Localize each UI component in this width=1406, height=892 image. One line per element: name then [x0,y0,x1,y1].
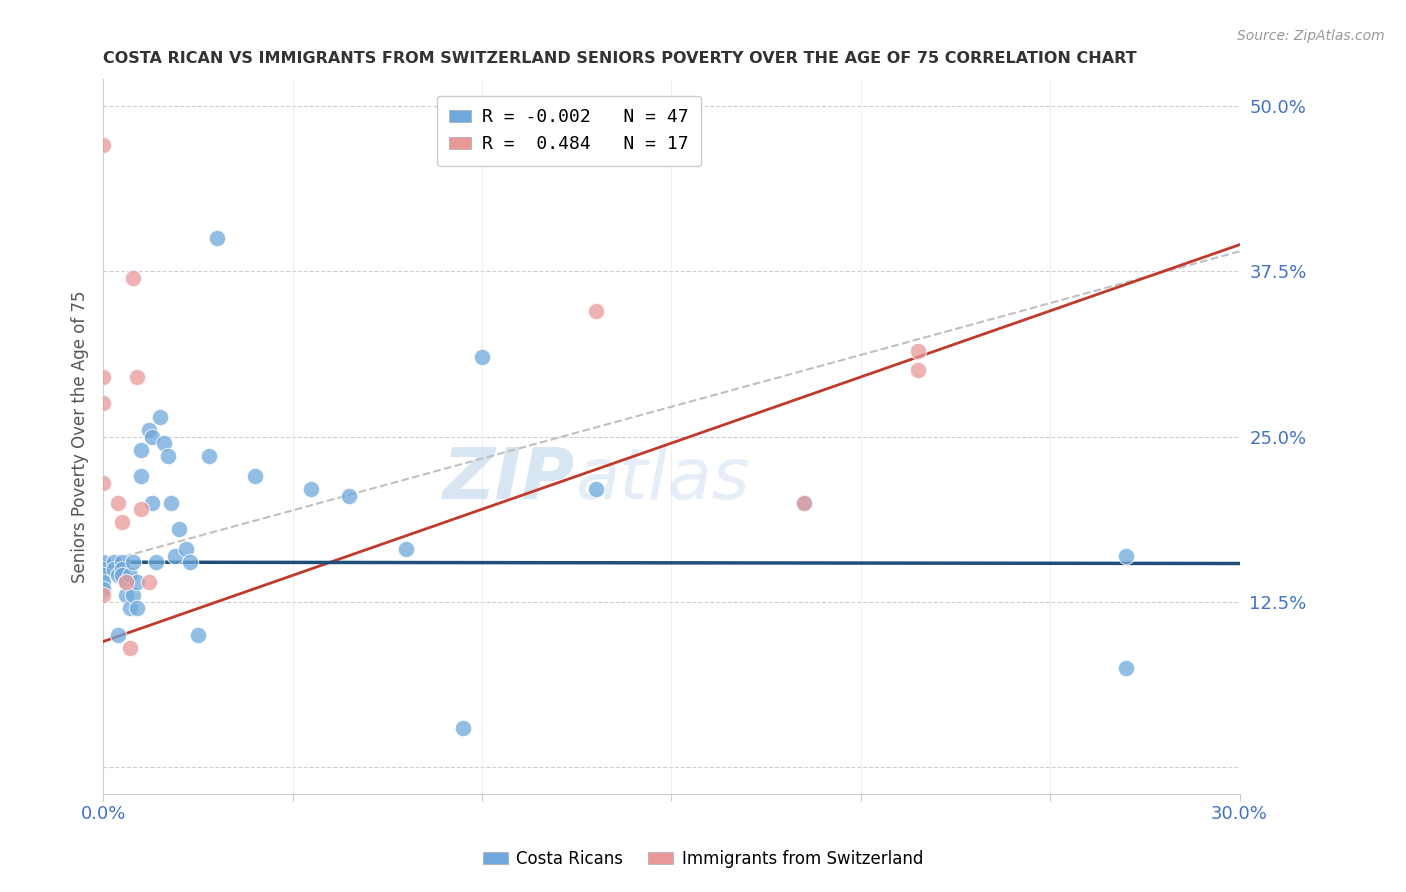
Point [111,562,134,576]
Point [91,562,114,576]
Point [187,628,209,642]
Point [1115,549,1137,563]
Point [111,555,134,569]
Point [91,138,114,153]
Point [451,721,474,735]
Point [145,555,167,569]
Point [149,409,172,424]
Point [118,641,141,656]
Point [122,270,145,285]
Point [129,442,152,457]
Point [585,303,607,318]
Text: Source: ZipAtlas.com: Source: ZipAtlas.com [1237,29,1385,43]
Text: COSTA RICAN VS IMMIGRANTS FROM SWITZERLAND SENIORS POVERTY OVER THE AGE OF 75 CO: COSTA RICAN VS IMMIGRANTS FROM SWITZERLA… [103,51,1137,66]
Point [91,574,114,589]
Point [115,574,138,589]
Point [337,489,360,503]
Point [127,370,149,384]
Point [141,496,163,510]
Y-axis label: Seniors Poverty Over the Age of 75: Seniors Poverty Over the Age of 75 [72,290,89,582]
Point [176,541,198,556]
Legend: Costa Ricans, Immigrants from Switzerland: Costa Ricans, Immigrants from Switzerlan… [477,844,929,875]
Point [91,568,114,582]
Point [127,574,149,589]
Point [152,436,174,450]
Point [107,628,129,642]
Point [243,469,266,483]
Point [118,601,141,615]
Point [165,549,187,563]
Text: atlas: atlas [575,445,749,514]
Point [91,475,114,490]
Point [138,423,160,437]
Point [115,588,138,602]
Point [111,516,134,530]
Point [115,574,138,589]
Point [91,396,114,410]
Point [127,601,149,615]
Point [198,450,221,464]
Point [793,496,815,510]
Point [91,582,114,596]
Point [160,496,183,510]
Point [471,350,494,364]
Text: ZIP: ZIP [443,445,575,514]
Point [111,568,134,582]
Point [907,343,929,358]
Point [301,483,323,497]
Point [91,370,114,384]
Point [585,483,607,497]
Point [91,555,114,569]
Point [138,574,160,589]
Point [118,568,141,582]
Legend: R = -0.002   N = 47, R =  0.484   N = 17: R = -0.002 N = 47, R = 0.484 N = 17 [437,95,702,166]
Point [167,522,190,536]
Point [122,588,145,602]
Point [141,429,163,443]
Point [122,555,145,569]
Point [156,450,179,464]
Point [205,231,228,245]
Point [107,496,129,510]
Point [129,502,152,516]
Point [103,555,125,569]
Point [793,496,815,510]
Point [129,469,152,483]
Point [395,541,418,556]
Point [179,555,201,569]
Point [103,562,125,576]
Point [107,568,129,582]
Point [907,363,929,377]
Point [1115,661,1137,675]
Point [91,588,114,602]
